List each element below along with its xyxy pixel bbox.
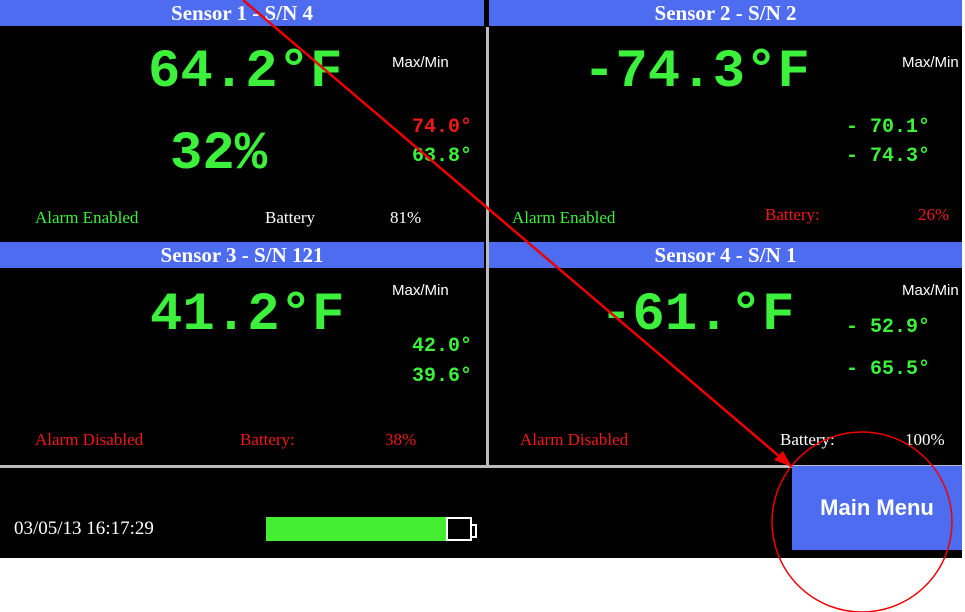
page: Sensor 1 - S/N 4 Sensor 2 - S/N 2 Sensor…	[0, 0, 965, 612]
annotation-overlay	[0, 0, 965, 612]
annotation-circle	[772, 432, 952, 612]
annotation-arrow	[243, 0, 786, 462]
